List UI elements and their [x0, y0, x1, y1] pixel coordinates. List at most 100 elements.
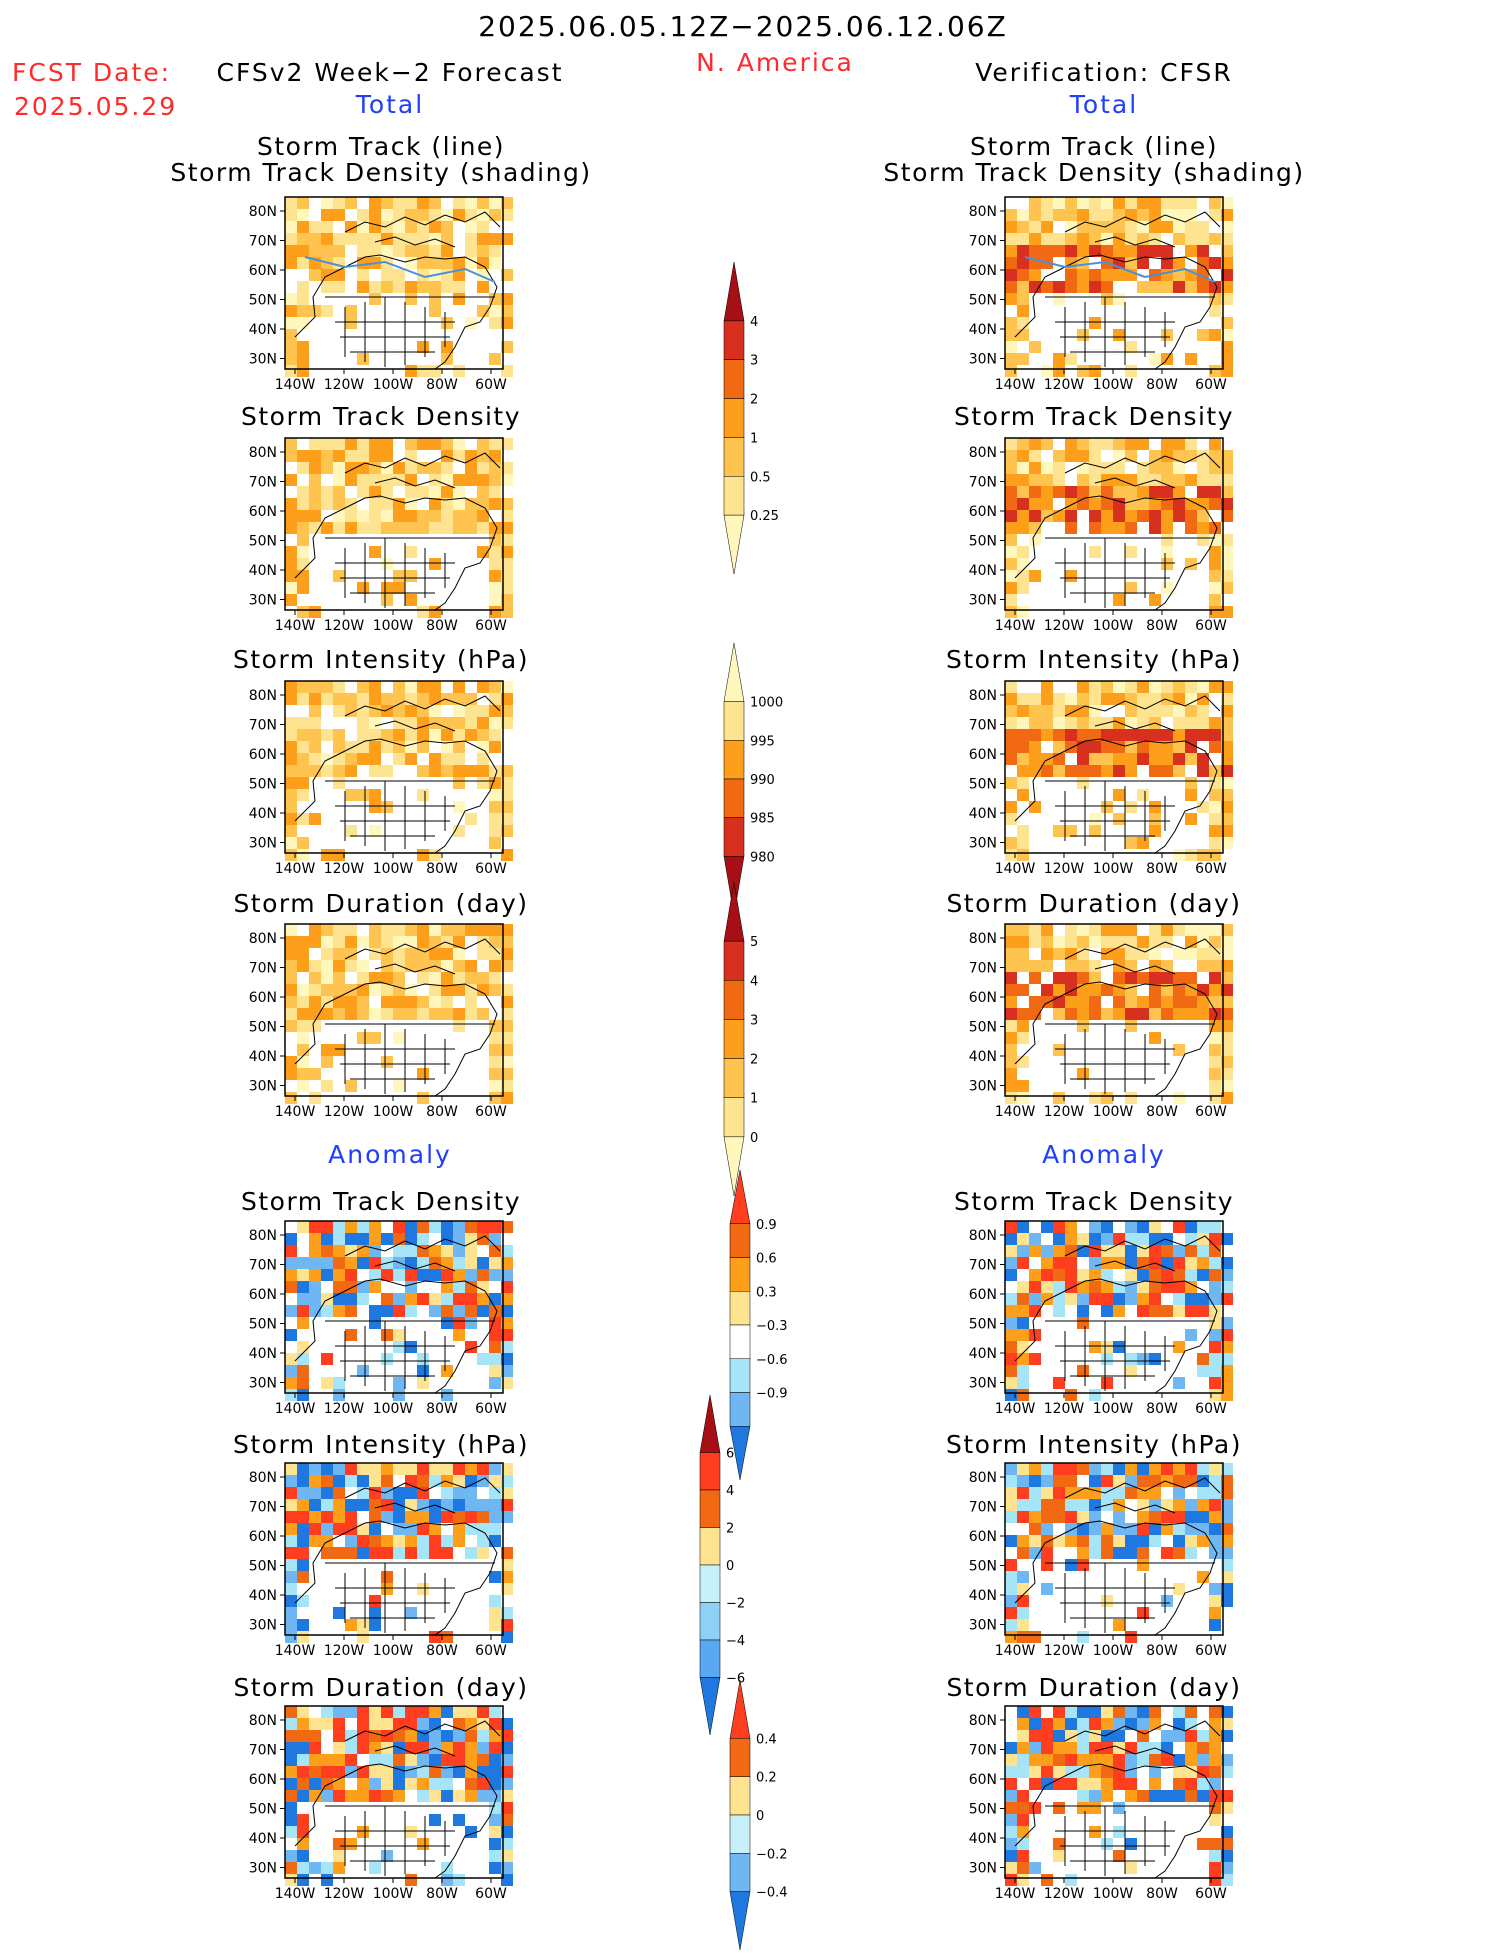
- shade-cell: [333, 209, 345, 221]
- shade-cell: [1005, 522, 1017, 534]
- shade-cell: [285, 729, 297, 741]
- shade-cell: [1149, 594, 1161, 606]
- shade-cell: [405, 546, 417, 558]
- shade-cell: [309, 510, 321, 522]
- shade-cell: [1017, 1245, 1029, 1257]
- colorbar-swatch: [723, 261, 745, 322]
- shade-cell: [1065, 1269, 1077, 1281]
- shade-cell: [1101, 693, 1113, 705]
- lat-label: 60N: [969, 263, 997, 279]
- shade-cell: [429, 1305, 441, 1317]
- shade-cell: [405, 245, 417, 257]
- shade-cell: [501, 1080, 513, 1092]
- shade-cell: [1005, 570, 1017, 582]
- shade-cell: [1209, 558, 1221, 570]
- shade-cell: [1017, 281, 1029, 293]
- lon-label: 120W: [1044, 1886, 1085, 1902]
- shade-cell: [489, 801, 501, 813]
- lon-label: 140W: [275, 1104, 316, 1120]
- shade-cell: [1173, 1377, 1185, 1389]
- shade-cell: [1221, 245, 1233, 257]
- colorbar-swatch: [723, 437, 745, 477]
- shade-cell: [357, 522, 369, 534]
- shade-cell: [405, 1281, 417, 1293]
- shade-cell: [1017, 837, 1029, 849]
- shade-cell: [1209, 1499, 1221, 1511]
- shade-cell: [309, 1499, 321, 1511]
- shade-cell: [501, 1221, 513, 1233]
- shade-cell: [429, 1718, 441, 1730]
- lon-label: 80W: [1146, 861, 1178, 877]
- shade-cell: [1005, 1317, 1017, 1329]
- shade-cell: [453, 1475, 465, 1487]
- shade-cell: [1017, 486, 1029, 498]
- shade-cell: [501, 693, 513, 705]
- shade-cell: [1137, 1008, 1149, 1020]
- shade-cell: [333, 741, 345, 753]
- map-frame: [1004, 1705, 1224, 1879]
- shade-cell: [285, 972, 297, 984]
- shade-cell: [453, 1008, 465, 1020]
- shade-cell: [357, 209, 369, 221]
- shade-cell: [1101, 438, 1113, 450]
- shade-cell: [1005, 1730, 1017, 1742]
- lat-label: 40N: [249, 1588, 277, 1604]
- shade-cell: [369, 197, 381, 209]
- shade-cell: [465, 705, 477, 717]
- shade-cell: [1125, 1221, 1137, 1233]
- shade-cell: [453, 486, 465, 498]
- shade-cell: [1209, 1718, 1221, 1730]
- shade-cell: [441, 1487, 453, 1499]
- shade-cell: [1221, 984, 1233, 996]
- shade-cell: [1197, 1281, 1209, 1293]
- shade-cell: [333, 729, 345, 741]
- shade-cell: [1029, 972, 1041, 984]
- shade-cell: [1161, 257, 1173, 269]
- shade-cell: [501, 924, 513, 936]
- shade-cell: [285, 1020, 297, 1032]
- shade-cell: [429, 1475, 441, 1487]
- shade-cell: [1221, 1080, 1233, 1092]
- shade-cell: [285, 741, 297, 753]
- shade-cell: [1185, 281, 1197, 293]
- shade-cell: [1161, 221, 1173, 233]
- shade-cell: [1149, 801, 1161, 813]
- colorbar-swatch: [699, 1527, 721, 1566]
- shade-cell: [1161, 1499, 1173, 1511]
- shade-cell: [1029, 1281, 1041, 1293]
- shade-cell: [1089, 1706, 1101, 1718]
- shade-cell: [489, 1293, 501, 1305]
- shade-cell: [1173, 753, 1185, 765]
- colorbar-label: 0: [756, 1809, 764, 1824]
- shade-cell: [1077, 1293, 1089, 1305]
- shade-cell: [297, 1595, 309, 1607]
- shade-cell: [1137, 1607, 1149, 1619]
- shade-cell: [381, 972, 393, 984]
- shade-cell: [1029, 936, 1041, 948]
- shade-cell: [501, 1463, 513, 1475]
- colorbar-swatch: [729, 1257, 751, 1292]
- colorbar-label: −2: [726, 1597, 745, 1612]
- shade-cell: [333, 1044, 345, 1056]
- shade-cell: [393, 681, 405, 693]
- shade-cell: [1077, 717, 1089, 729]
- coastline: [294, 1520, 498, 1636]
- shade-cell: [1017, 1269, 1029, 1281]
- shade-cell: [1065, 1742, 1077, 1754]
- shade-cell: [489, 546, 501, 558]
- shade-cell: [369, 1718, 381, 1730]
- fc-anom-duration-title: Storm Duration (day): [233, 1673, 529, 1702]
- shade-cell: [1101, 1341, 1113, 1353]
- shade-cell: [1197, 1269, 1209, 1281]
- shade-cell: [321, 1463, 333, 1475]
- coastline: [374, 477, 456, 489]
- shade-cell: [1101, 1730, 1113, 1742]
- shade-cell: [405, 1341, 417, 1353]
- shade-cell: [381, 245, 393, 257]
- shade-cell: [417, 1281, 429, 1293]
- shade-cell: [1029, 996, 1041, 1008]
- shade-cell: [1209, 474, 1221, 486]
- shade-cell: [297, 257, 309, 269]
- shade-cell: [1065, 1706, 1077, 1718]
- shade-cell: [465, 1317, 477, 1329]
